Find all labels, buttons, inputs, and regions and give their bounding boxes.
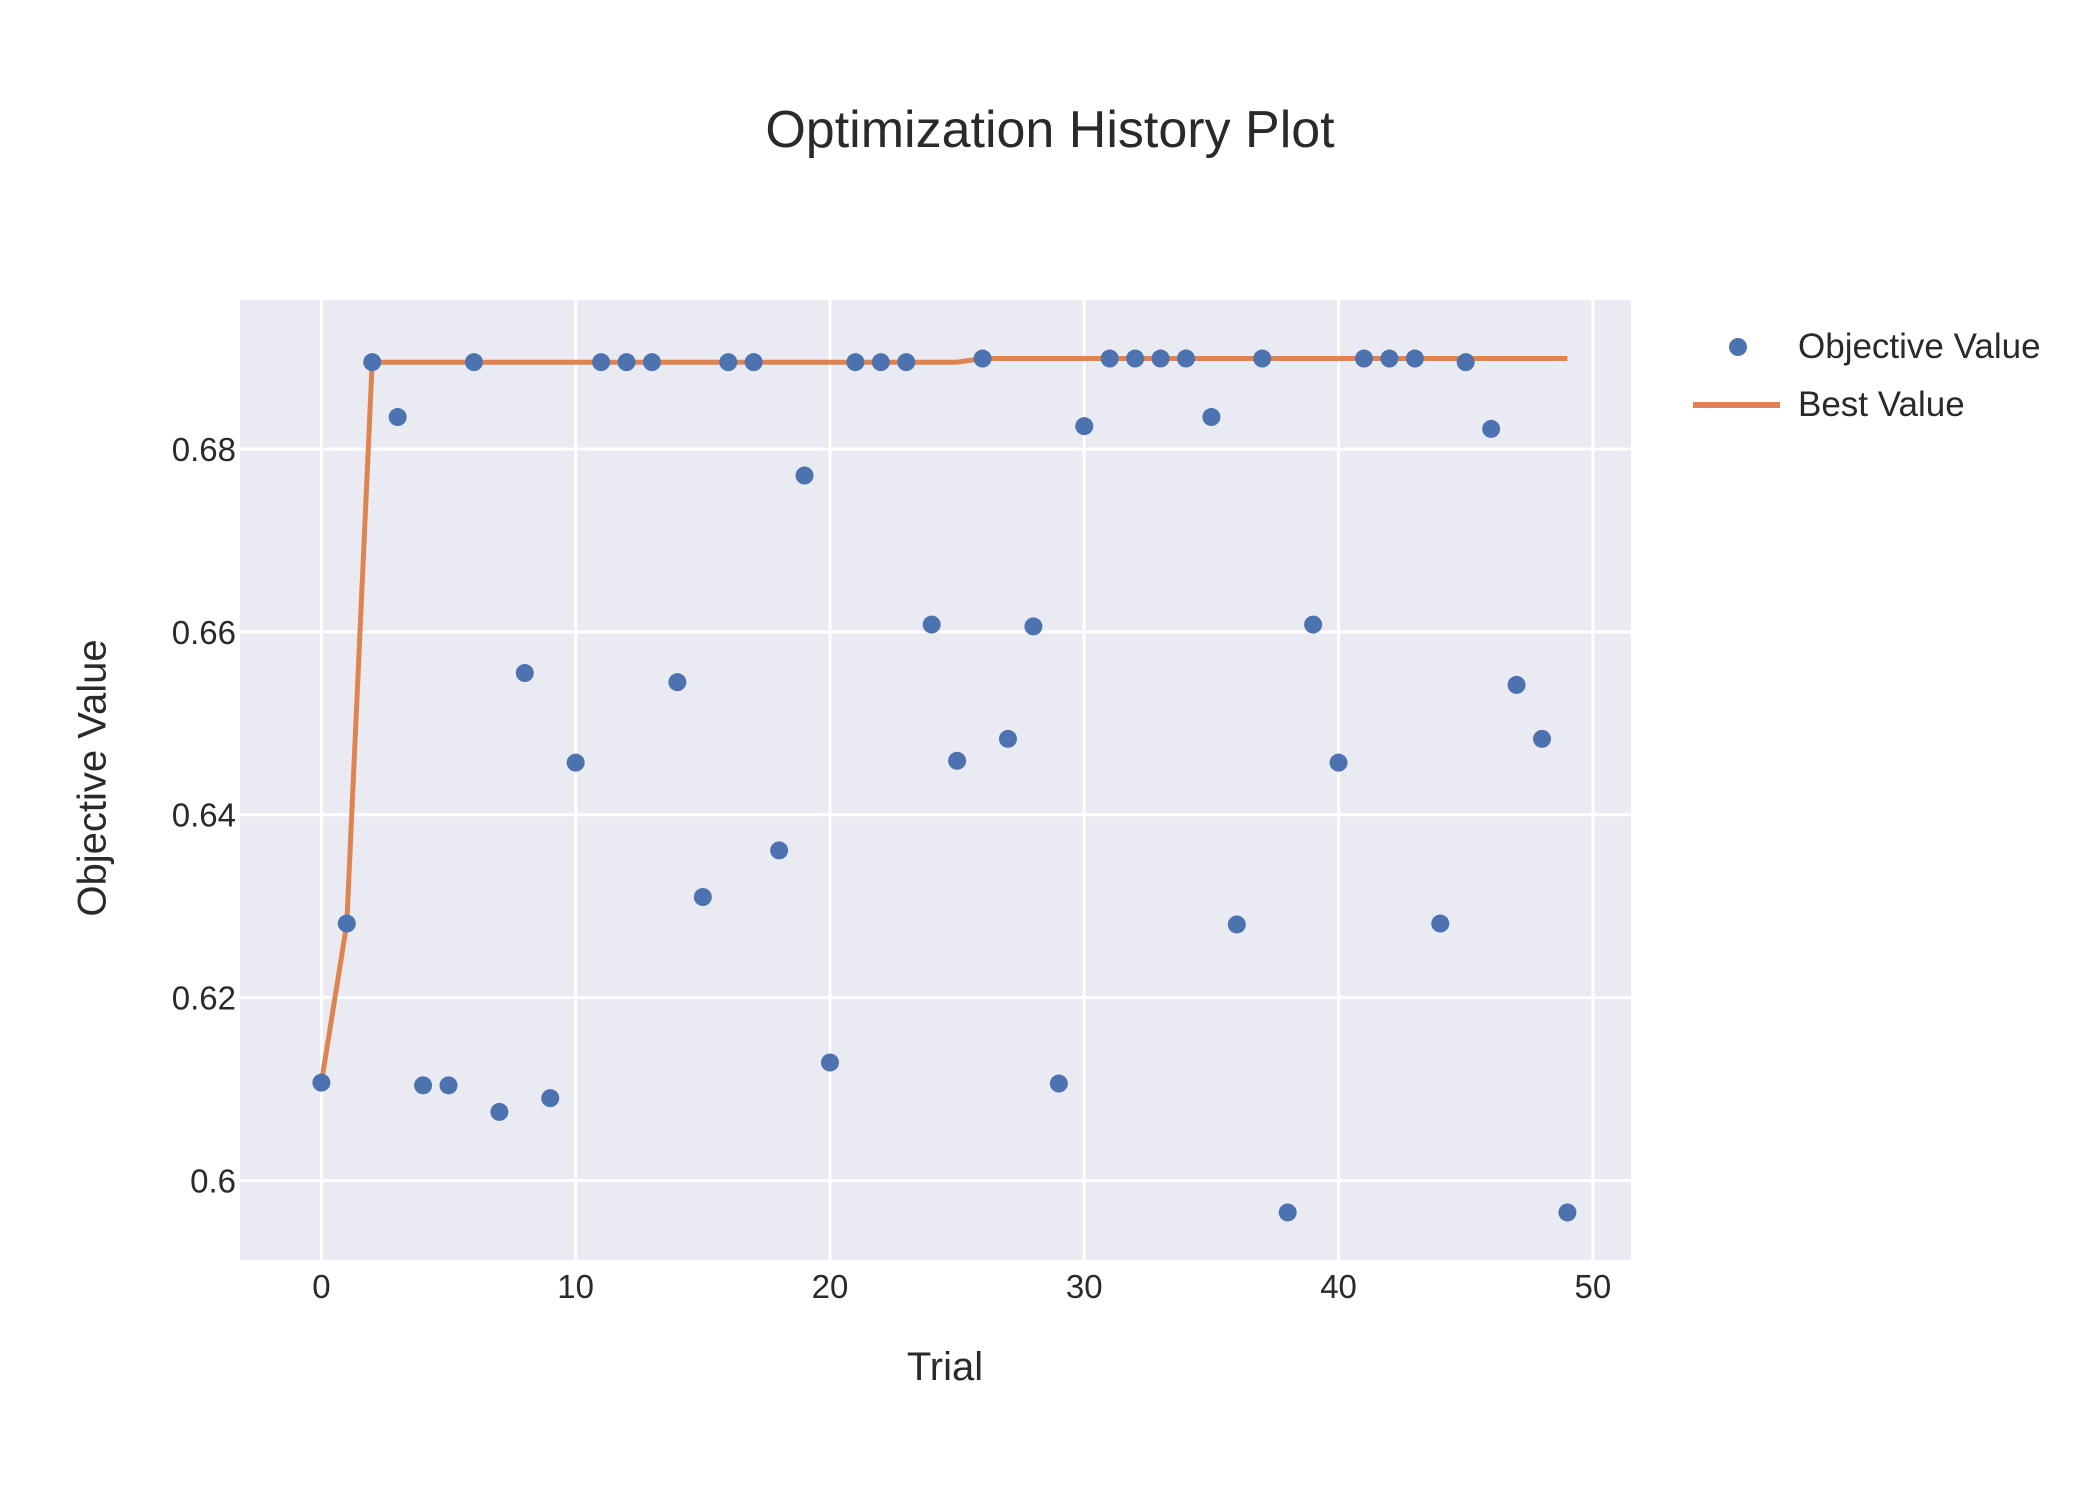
line-marker-icon — [1690, 380, 1780, 430]
data-point[interactable] — [897, 353, 916, 372]
x-tick-label: 40 — [1320, 1268, 1357, 1305]
data-point[interactable] — [312, 1073, 331, 1092]
data-point[interactable] — [566, 753, 585, 772]
gridlines — [240, 300, 1631, 1260]
data-point[interactable] — [1100, 349, 1119, 368]
data-point[interactable] — [693, 888, 712, 907]
y-tick-label: 0.6 — [190, 1162, 236, 1199]
data-point[interactable] — [719, 353, 738, 372]
data-point[interactable] — [1354, 349, 1373, 368]
data-point[interactable] — [541, 1089, 560, 1108]
data-point[interactable] — [1176, 349, 1195, 368]
data-point[interactable] — [744, 353, 763, 372]
data-point[interactable] — [515, 664, 534, 683]
data-point[interactable] — [1482, 419, 1501, 438]
data-point[interactable] — [846, 353, 865, 372]
data-point[interactable] — [1202, 408, 1221, 427]
data-point[interactable] — [642, 353, 661, 372]
data-point[interactable] — [1431, 914, 1450, 933]
data-point[interactable] — [1532, 729, 1551, 748]
data-point[interactable] — [973, 349, 992, 368]
data-point[interactable] — [770, 841, 789, 860]
data-point[interactable] — [490, 1102, 509, 1121]
y-tick-label: 0.68 — [172, 431, 236, 468]
data-point[interactable] — [617, 353, 636, 372]
data-point[interactable] — [1024, 617, 1043, 636]
x-tick-label: 10 — [557, 1268, 594, 1305]
data-point[interactable] — [1329, 753, 1348, 772]
data-point[interactable] — [922, 615, 941, 634]
data-point[interactable] — [1126, 349, 1145, 368]
data-point[interactable] — [1380, 349, 1399, 368]
data-point[interactable] — [337, 914, 356, 933]
data-point[interactable] — [820, 1053, 839, 1072]
x-axis-label: Trial — [906, 1345, 984, 1389]
x-tick-label: 0 — [312, 1268, 330, 1305]
x-tick-label: 50 — [1574, 1268, 1611, 1305]
data-point[interactable] — [795, 466, 814, 485]
data-point[interactable] — [388, 408, 407, 427]
data-point[interactable] — [464, 353, 483, 372]
data-point[interactable] — [1558, 1203, 1577, 1222]
x-tick-label: 20 — [812, 1268, 849, 1305]
tick-labels: 0 10 20 30 40 50 0.6 0.62 0.64 0.66 0.68 — [172, 431, 1611, 1305]
data-point[interactable] — [1253, 349, 1272, 368]
data-point[interactable] — [414, 1076, 433, 1095]
data-point[interactable] — [1507, 675, 1526, 694]
legend-item-best-value[interactable]: Best Value — [1690, 376, 2041, 434]
data-point[interactable] — [439, 1076, 458, 1095]
data-point[interactable] — [363, 353, 382, 372]
data-point[interactable] — [668, 673, 687, 692]
data-point[interactable] — [948, 751, 967, 770]
data-point[interactable] — [1456, 353, 1475, 372]
data-point[interactable] — [1151, 349, 1170, 368]
objective-value-points — [312, 349, 1577, 1222]
y-tick-label: 0.62 — [172, 980, 236, 1017]
dot-marker-icon — [1690, 322, 1780, 372]
chart-title: Optimization History Plot — [765, 101, 1335, 159]
data-point[interactable] — [1405, 349, 1424, 368]
legend-label: Objective Value — [1798, 327, 2041, 366]
y-tick-label: 0.64 — [172, 797, 236, 834]
data-point[interactable] — [1278, 1203, 1297, 1222]
data-point[interactable] — [592, 353, 611, 372]
y-axis-label: Objective Value — [70, 639, 115, 917]
legend-label: Best Value — [1798, 385, 1965, 424]
legend: Objective Value Best Value — [1690, 318, 2041, 434]
y-tick-label: 0.66 — [172, 614, 236, 651]
data-point[interactable] — [998, 729, 1017, 748]
data-point[interactable] — [1227, 915, 1246, 934]
data-point[interactable] — [1049, 1074, 1068, 1093]
plot-area — [240, 300, 1631, 1260]
data-point[interactable] — [871, 353, 890, 372]
data-point[interactable] — [1075, 417, 1094, 436]
x-tick-label: 30 — [1066, 1268, 1103, 1305]
legend-item-objective-value[interactable]: Objective Value — [1690, 318, 2041, 376]
data-point[interactable] — [1304, 615, 1323, 634]
